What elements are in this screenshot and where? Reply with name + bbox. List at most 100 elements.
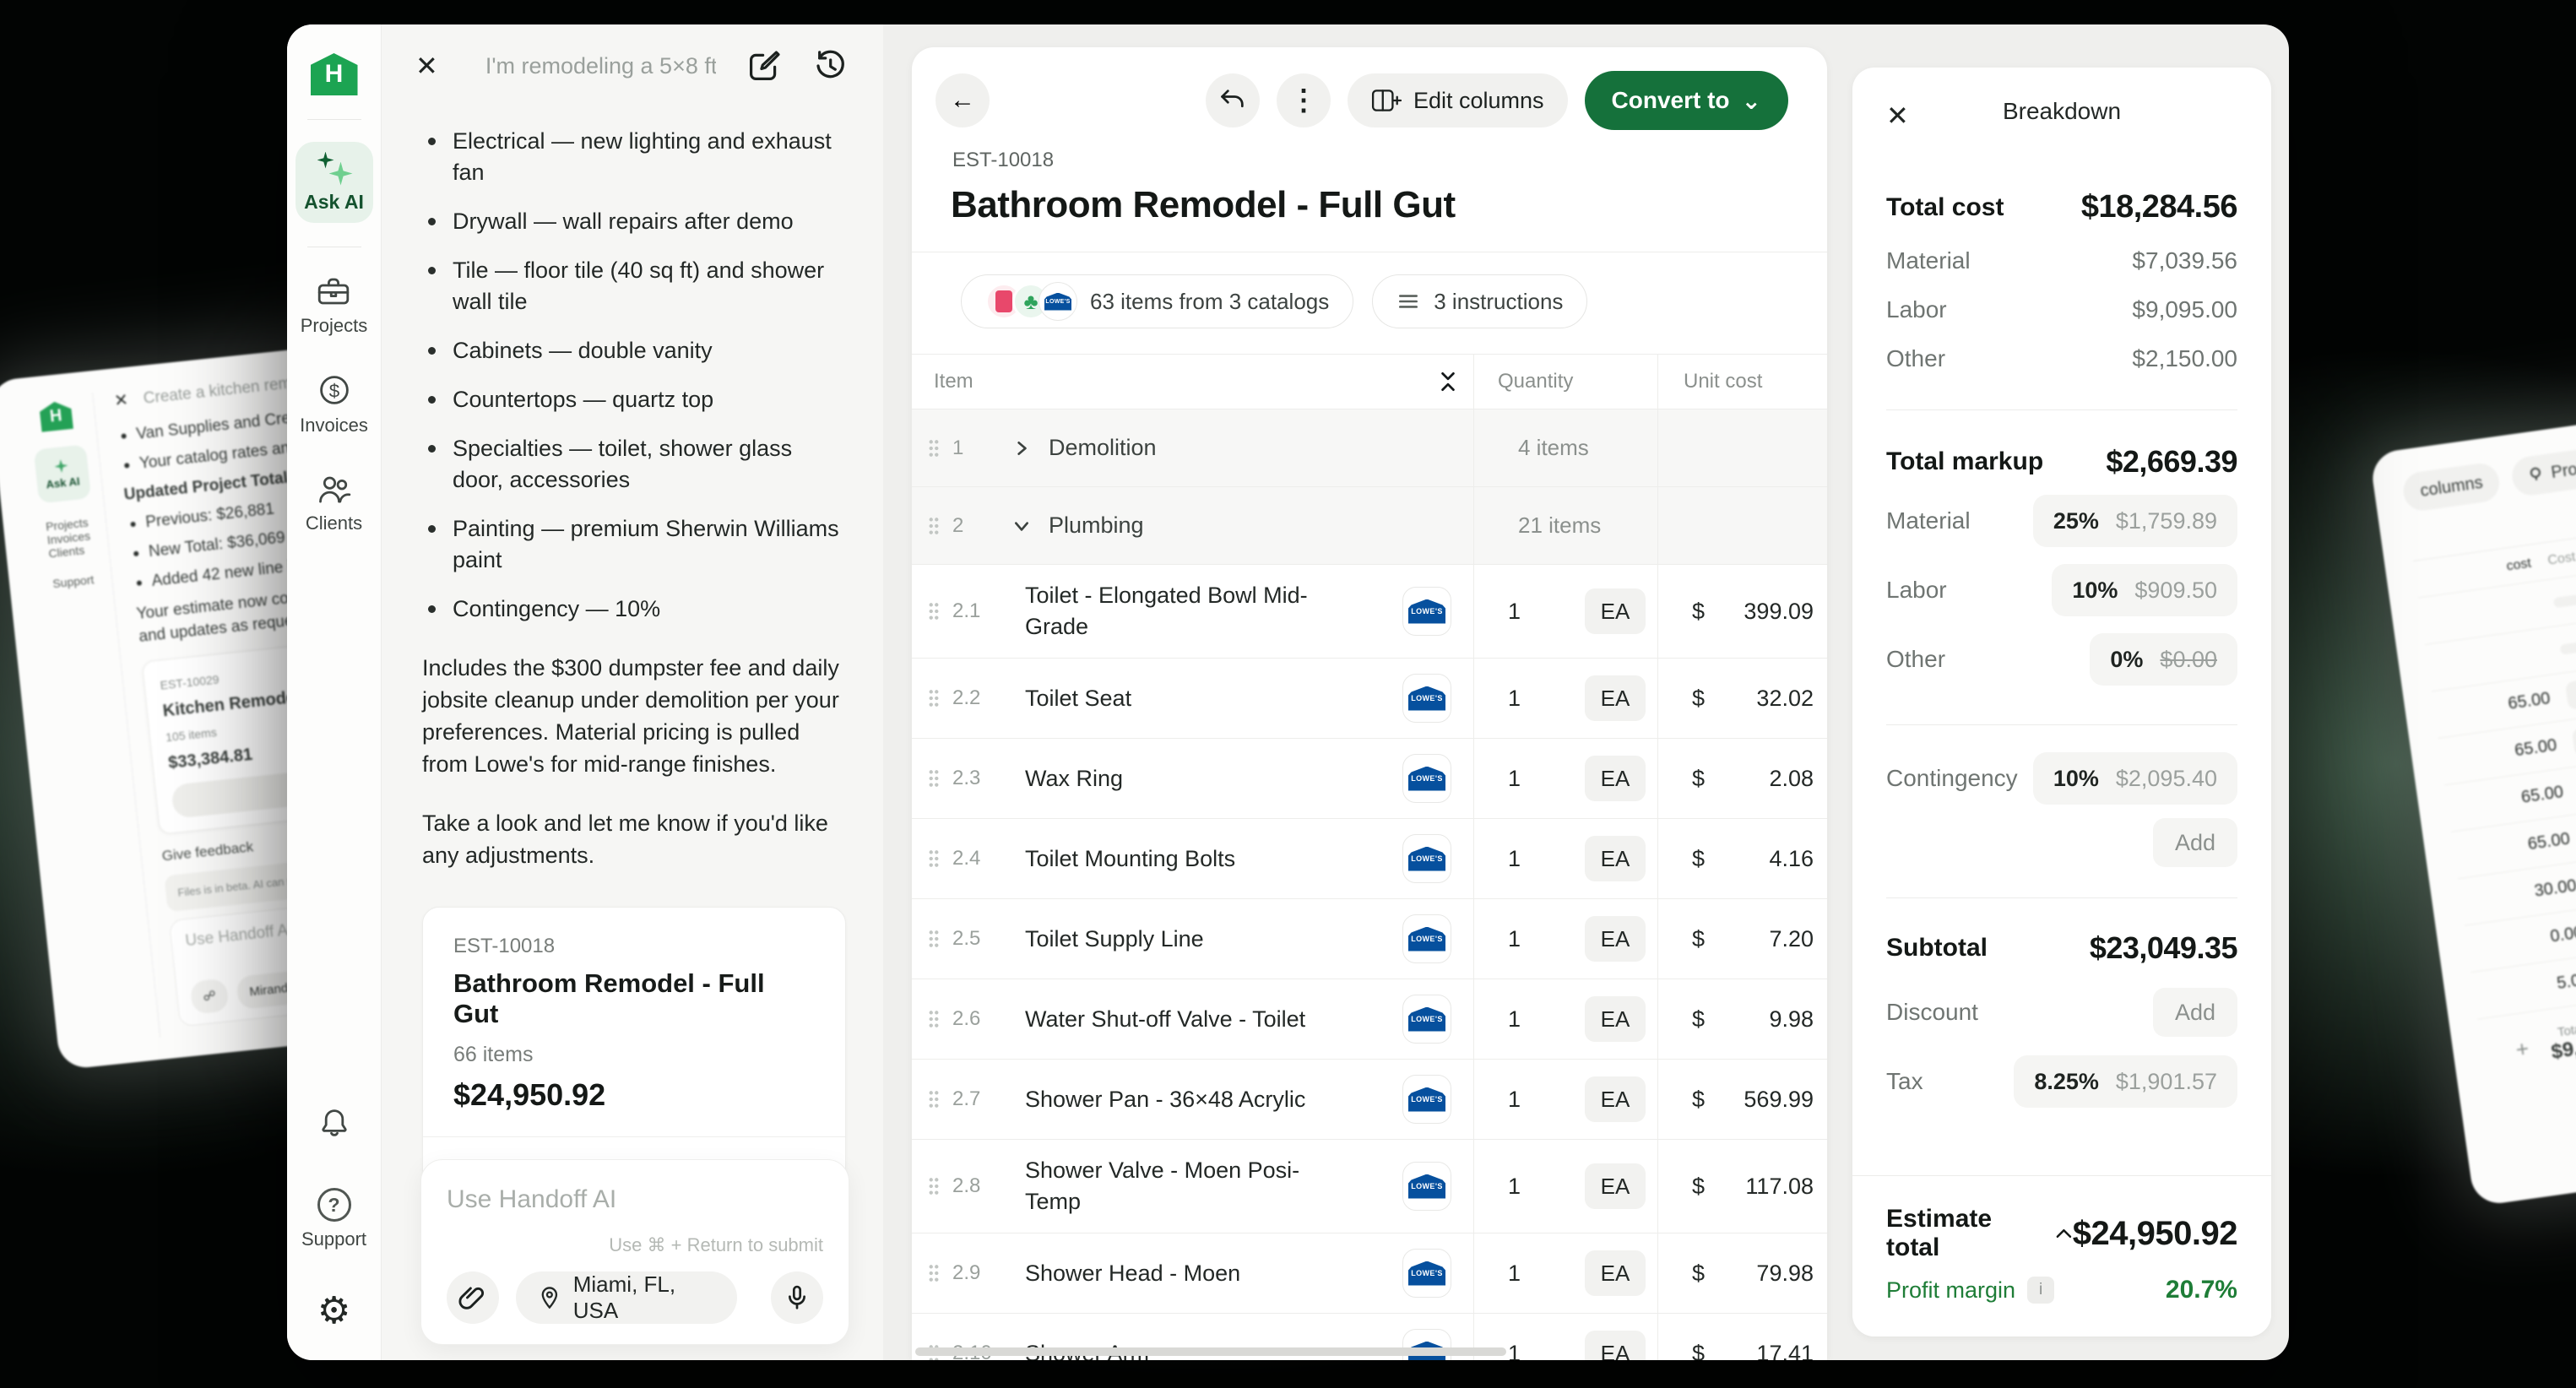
notifications-bell-button[interactable] (317, 1106, 352, 1146)
vendor-badge[interactable]: LOWE'S (1402, 674, 1451, 723)
expand-chevron[interactable] (1006, 440, 1037, 457)
unit-cost-value[interactable]: 7.20 (1769, 926, 1814, 952)
unit-chip[interactable]: EA (1585, 675, 1646, 721)
quantity-value[interactable]: 1 (1508, 1174, 1521, 1200)
unit-chip[interactable]: EA (1585, 1331, 1646, 1360)
unit-cost-value[interactable]: 32.02 (1756, 686, 1814, 712)
instructions-chip[interactable]: 3 instructions (1372, 274, 1587, 328)
quantity-value[interactable]: 1 (1508, 599, 1521, 625)
table-item-row[interactable]: 2.4 Toilet Mounting Bolts LOWE'S 1 EA $ … (912, 819, 1827, 899)
new-chat-button[interactable] (746, 48, 782, 84)
table-item-row[interactable]: 2.8 Shower Valve - Moen Posi-Temp LOWE'S… (912, 1140, 1827, 1233)
drag-handle[interactable] (927, 768, 941, 789)
unit-chip[interactable]: EA (1585, 996, 1646, 1042)
add-discount-button[interactable]: Add (2153, 988, 2237, 1037)
chat-history-button[interactable] (812, 48, 848, 84)
table-item-row[interactable]: 2.3 Wax Ring LOWE'S 1 EA $ 2.08 (912, 739, 1827, 819)
unit-cost-value[interactable]: 9.98 (1769, 1006, 1814, 1033)
vendor-badge[interactable]: LOWE'S (1402, 1249, 1451, 1298)
quantity-value[interactable]: 1 (1508, 1006, 1521, 1033)
markup-pill[interactable]: 25% $1,759.89 (2033, 495, 2237, 547)
edit-columns-button[interactable]: Edit columns (1348, 73, 1568, 127)
item-name[interactable]: Toilet Supply Line (1025, 924, 1204, 955)
contingency-pill[interactable]: 10% $2,095.40 (2033, 752, 2237, 805)
markup-pill[interactable]: 0% $0.00 (2090, 633, 2237, 686)
item-name[interactable]: Water Shut-off Valve - Toilet (1025, 1004, 1305, 1035)
convert-to-button[interactable]: Convert to ⌄ (1585, 71, 1788, 130)
drag-handle[interactable] (927, 1176, 941, 1196)
unit-chip[interactable]: EA (1585, 916, 1646, 962)
breakdown-close-button[interactable]: ✕ (1886, 100, 1909, 132)
unit-chip[interactable]: EA (1585, 836, 1646, 881)
table-item-row[interactable]: 2.5 Toilet Supply Line LOWE'S 1 EA $ 7.2… (912, 899, 1827, 979)
unit-chip[interactable]: EA (1585, 756, 1646, 801)
unit-cost-value[interactable]: 569.99 (1744, 1087, 1814, 1113)
location-chip[interactable]: Miami, FL, USA (516, 1271, 737, 1324)
vendor-badge[interactable]: LOWE'S (1402, 1162, 1451, 1211)
back-button[interactable]: ← (935, 73, 990, 127)
horizontal-scrollbar[interactable] (915, 1347, 1506, 1356)
unit-chip[interactable]: EA (1585, 588, 1646, 634)
item-name[interactable]: Toilet Mounting Bolts (1025, 843, 1235, 875)
vendor-badge[interactable]: LOWE'S (1402, 834, 1451, 883)
table-item-row[interactable]: 2.7 Shower Pan - 36×48 Acrylic LOWE'S 1 … (912, 1060, 1827, 1140)
vendor-badge[interactable]: LOWE'S (1402, 754, 1451, 803)
tax-pill[interactable]: 8.25% $1,901.57 (2014, 1055, 2237, 1108)
vendor-badge[interactable]: LOWE'S (1402, 1075, 1451, 1124)
unit-cost-value[interactable]: 79.98 (1756, 1261, 1814, 1287)
sidebar-item-invoices[interactable]: $ Invoices (300, 372, 368, 436)
table-item-row[interactable]: 2.2 Toilet Seat LOWE'S 1 EA $ 32.02 (912, 659, 1827, 739)
drag-handle[interactable] (927, 601, 941, 621)
quantity-value[interactable]: 1 (1508, 1341, 1521, 1361)
drag-handle[interactable] (927, 849, 941, 869)
catalogs-chip[interactable]: ♣ LOWE'S 63 items from 3 catalogs (961, 274, 1353, 328)
table-group-row[interactable]: 1 Demolition 4 items (912, 409, 1827, 487)
drag-handle[interactable] (927, 516, 941, 536)
vendor-badge[interactable]: LOWE'S (1402, 914, 1451, 963)
quantity-value[interactable]: 1 (1508, 1087, 1521, 1113)
unit-chip[interactable]: EA (1585, 1076, 1646, 1122)
vendor-badge[interactable]: LOWE'S (1402, 995, 1451, 1044)
quantity-value[interactable]: 1 (1508, 926, 1521, 952)
unit-cost-value[interactable]: 117.08 (1745, 1174, 1814, 1200)
unit-chip[interactable]: EA (1585, 1163, 1646, 1209)
quantity-value[interactable]: 1 (1508, 766, 1521, 792)
item-name[interactable]: Toilet - Elongated Bowl Mid-Grade (1025, 580, 1329, 642)
app-logo[interactable]: H (311, 53, 358, 95)
chat-input-box[interactable]: Use Handoff AI Use ⌘ + Return to submit … (420, 1159, 849, 1345)
table-item-row[interactable]: 2.6 Water Shut-off Valve - Toilet LOWE'S… (912, 979, 1827, 1060)
sidebar-item-projects[interactable]: Projects (301, 274, 367, 337)
sidebar-item-support[interactable]: ? Support (301, 1188, 366, 1250)
item-name[interactable]: Wax Ring (1025, 763, 1123, 794)
expand-chevron[interactable] (1006, 518, 1037, 534)
markup-pill[interactable]: 10% $909.50 (2052, 564, 2237, 616)
settings-gear-button[interactable]: ⚙ (317, 1293, 350, 1330)
unit-cost-value[interactable]: 4.16 (1769, 846, 1814, 872)
drag-handle[interactable] (927, 688, 941, 708)
sidebar-item-clients[interactable]: Clients (306, 472, 362, 534)
undo-button[interactable] (1206, 73, 1260, 127)
drag-handle[interactable] (927, 929, 941, 949)
estimate-total-toggle[interactable]: Estimate total (1886, 1205, 2073, 1262)
unit-cost-value[interactable]: 17.41 (1756, 1341, 1814, 1361)
unit-cost-value[interactable]: 399.09 (1744, 599, 1814, 625)
more-options-button[interactable]: ⋮ (1277, 73, 1331, 127)
add-contingency-button[interactable]: Add (2153, 818, 2237, 867)
item-name[interactable]: Toilet Seat (1025, 683, 1131, 714)
drag-handle[interactable] (927, 438, 941, 458)
sidebar-item-ask-ai[interactable]: Ask AI (296, 142, 373, 223)
table-group-row[interactable]: 2 Plumbing 21 items (912, 487, 1827, 565)
info-icon[interactable]: i (2027, 1277, 2054, 1304)
collapse-all-button[interactable] (1438, 368, 1458, 395)
voice-input-button[interactable] (771, 1271, 823, 1324)
item-name[interactable]: Shower Valve - Moen Posi-Temp (1025, 1155, 1329, 1217)
table-item-row[interactable]: 2.1 Toilet - Elongated Bowl Mid-Grade LO… (912, 565, 1827, 659)
attach-file-button[interactable] (447, 1271, 499, 1324)
drag-handle[interactable] (927, 1089, 941, 1109)
unit-cost-value[interactable]: 2.08 (1769, 766, 1814, 792)
item-name[interactable]: Shower Head - Moen (1025, 1258, 1240, 1289)
drag-handle[interactable] (927, 1263, 941, 1283)
chat-close-button[interactable]: ✕ (415, 50, 438, 82)
item-name[interactable]: Shower Pan - 36×48 Acrylic (1025, 1084, 1305, 1115)
quantity-value[interactable]: 1 (1508, 1261, 1521, 1287)
